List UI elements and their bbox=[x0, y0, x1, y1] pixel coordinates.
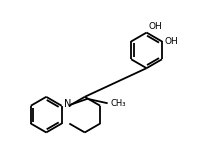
Text: CH₃: CH₃ bbox=[110, 99, 126, 108]
Text: OH: OH bbox=[165, 37, 179, 46]
Text: N: N bbox=[64, 99, 72, 109]
Text: OH: OH bbox=[149, 22, 162, 31]
